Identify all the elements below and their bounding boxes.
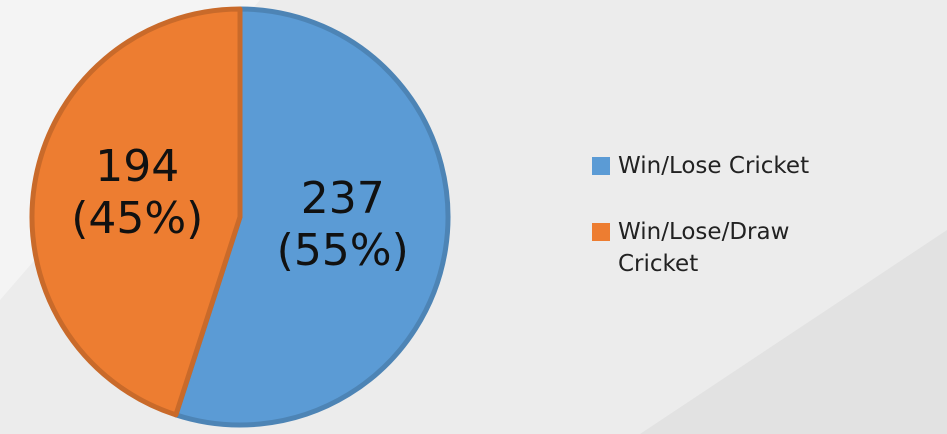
legend-item: Win/Lose/Draw Cricket bbox=[592, 216, 912, 280]
pie-slice bbox=[173, 6, 451, 428]
legend-label: Win/Lose/Draw Cricket bbox=[618, 219, 790, 277]
pie bbox=[29, 6, 451, 428]
legend-swatch bbox=[592, 223, 610, 241]
legend: Win/Lose Cricket Win/Lose/Draw Cricket bbox=[592, 150, 912, 314]
legend-item: Win/Lose Cricket bbox=[592, 150, 912, 182]
pie-slice bbox=[29, 6, 243, 418]
legend-swatch bbox=[592, 157, 610, 175]
legend-label: Win/Lose Cricket bbox=[618, 153, 810, 179]
value-label: 237 (55%) bbox=[276, 173, 409, 277]
value-label: 194 (45%) bbox=[71, 140, 204, 244]
background-shape bbox=[640, 230, 947, 434]
